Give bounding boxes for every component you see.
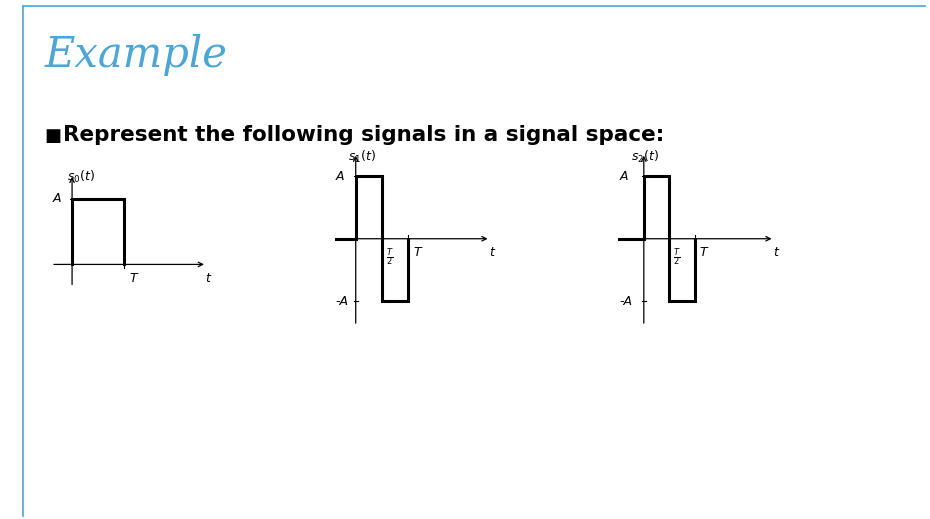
Text: $\frac{T}{2}$: $\frac{T}{2}$: [673, 246, 681, 268]
Text: -A: -A: [336, 294, 349, 308]
Text: t: t: [489, 246, 494, 259]
Text: A: A: [336, 170, 344, 183]
Text: Represent the following signals in a signal space:: Represent the following signals in a sig…: [63, 125, 665, 145]
Text: $s_1(t)$: $s_1(t)$: [348, 148, 376, 165]
Text: Example: Example: [45, 34, 228, 76]
Text: ■: ■: [45, 127, 61, 145]
Text: -A: -A: [619, 294, 632, 308]
Text: T: T: [699, 246, 707, 259]
Text: T: T: [129, 272, 138, 285]
Text: $s_0(t)$: $s_0(t)$: [67, 169, 95, 185]
Text: t: t: [773, 246, 778, 259]
Text: $s_2(t)$: $s_2(t)$: [631, 148, 659, 165]
Text: A: A: [52, 193, 60, 206]
Text: t: t: [206, 272, 210, 285]
Text: A: A: [619, 170, 628, 183]
Text: $\frac{T}{2}$: $\frac{T}{2}$: [386, 246, 393, 268]
Text: T: T: [413, 246, 421, 259]
